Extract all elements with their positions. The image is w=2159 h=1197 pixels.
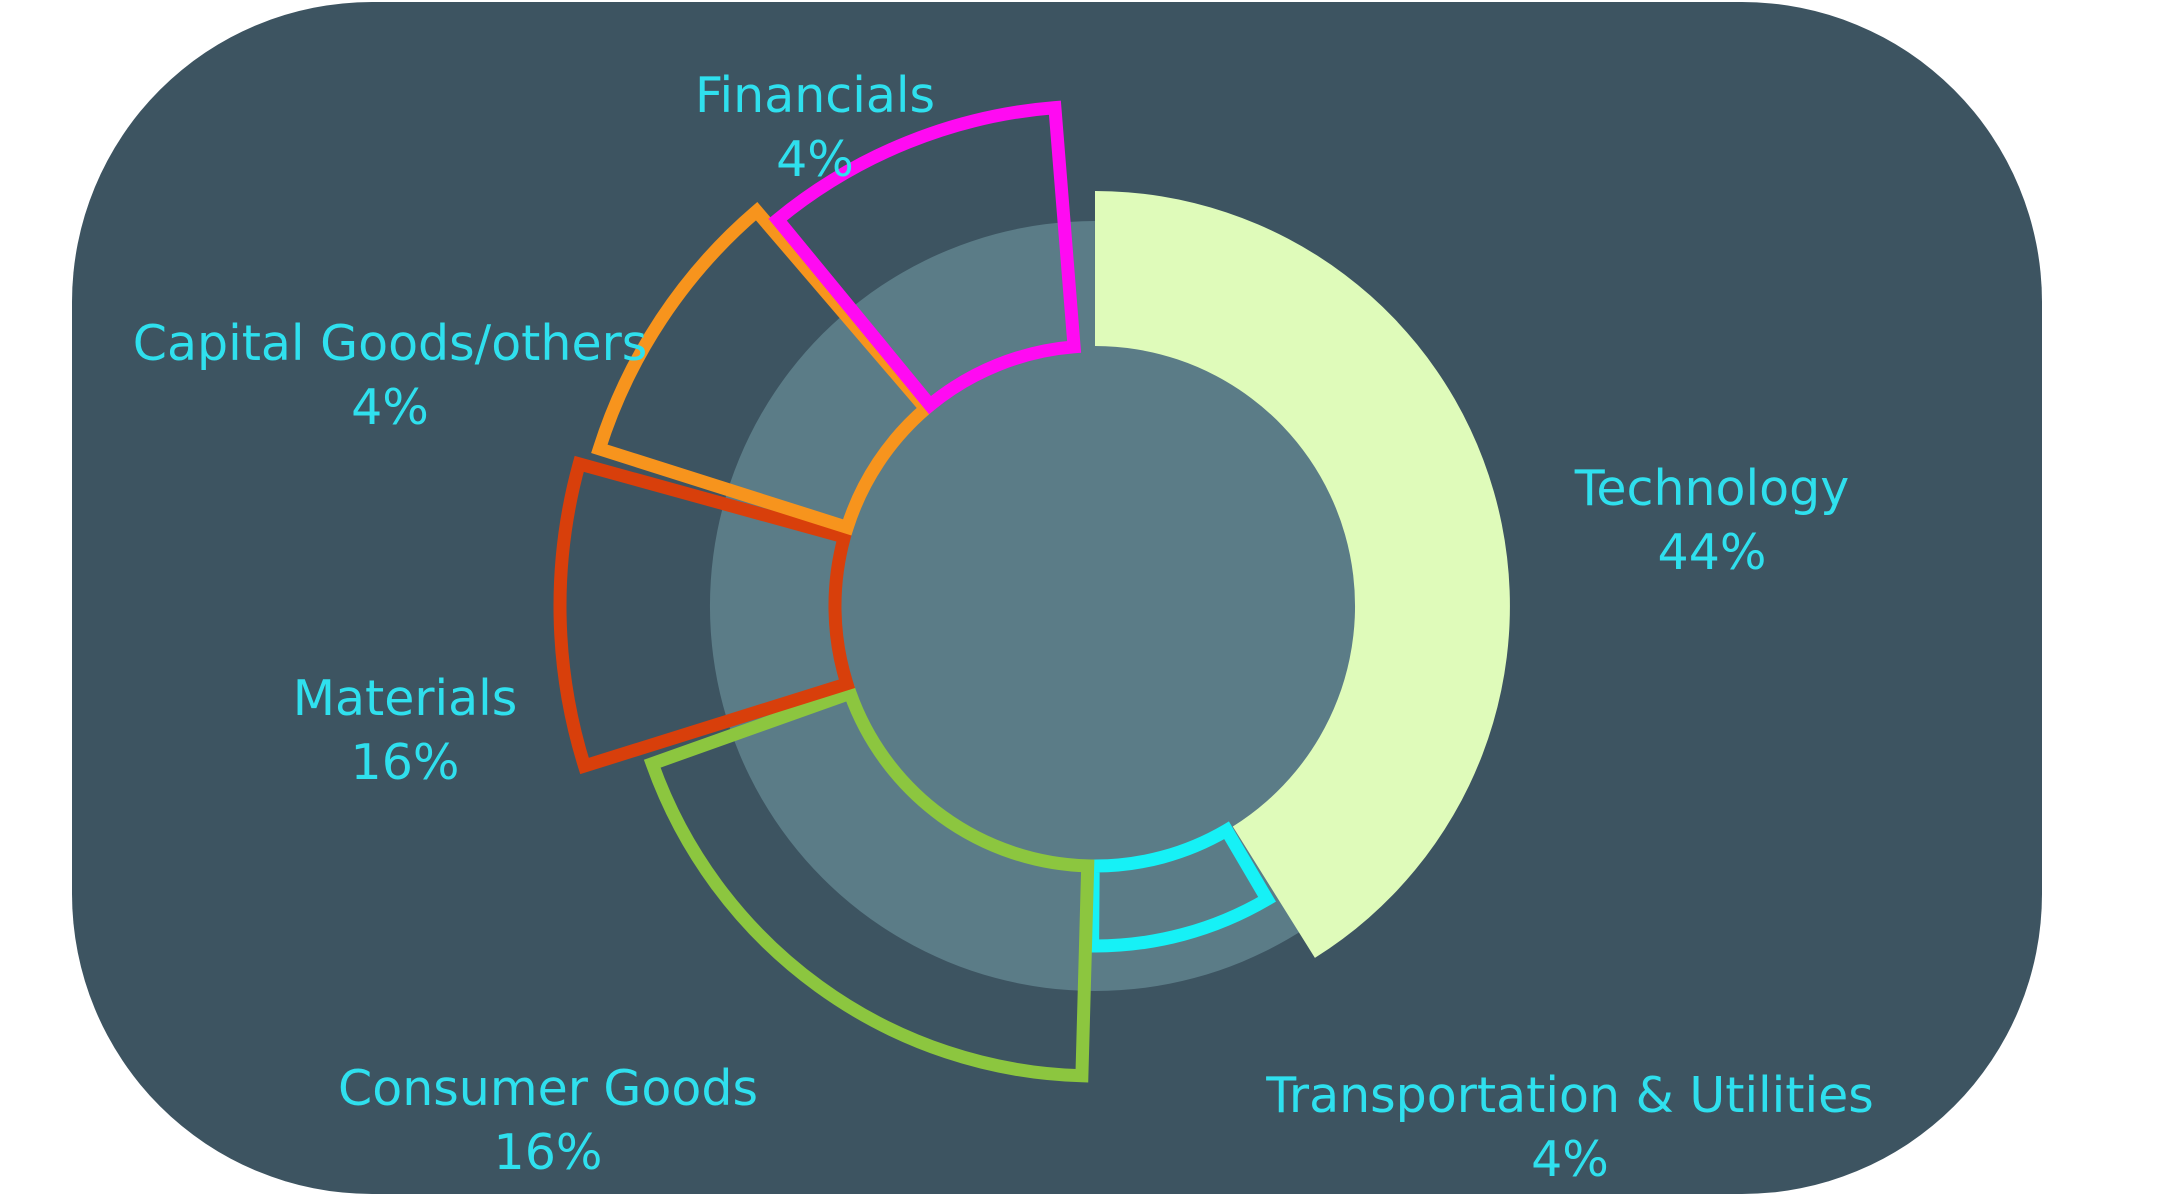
slice-value-financials: 4% bbox=[776, 131, 854, 188]
slice-label-consumer-goods: Consumer Goods bbox=[338, 1060, 758, 1117]
slice-label-transportation-utilities: Transportation & Utilities bbox=[1265, 1067, 1874, 1124]
slice-value-materials: 16% bbox=[351, 734, 460, 791]
slice-label-capital-goods-others: Capital Goods/others bbox=[133, 315, 648, 372]
slice-label-materials: Materials bbox=[293, 670, 518, 727]
slice-label-financials: Financials bbox=[695, 67, 935, 124]
slice-technology bbox=[1095, 191, 1510, 958]
slice-value-transportation-utilities: 4% bbox=[1531, 1131, 1609, 1188]
slice-label-technology: Technology bbox=[1574, 460, 1849, 517]
slice-value-consumer-goods: 16% bbox=[494, 1124, 603, 1181]
slice-consumer-goods bbox=[643, 684, 1095, 1083]
slice-capital-goods-others bbox=[591, 202, 935, 536]
slice-financials bbox=[768, 100, 1082, 415]
slice-value-capital-goods-others: 4% bbox=[351, 379, 429, 436]
slice-materials bbox=[553, 455, 856, 775]
slice-value-technology: 44% bbox=[1658, 524, 1767, 581]
